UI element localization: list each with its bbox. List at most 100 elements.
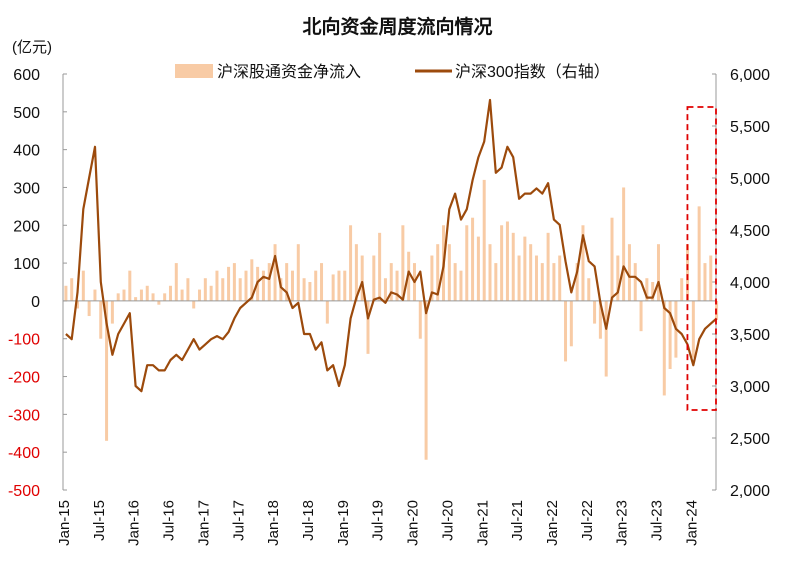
flow-bar	[267, 263, 271, 301]
flow-bar	[540, 263, 544, 301]
legend-bar-swatch	[175, 64, 213, 78]
right-tick-label: 4,500	[730, 223, 770, 240]
flow-bar	[325, 300, 329, 324]
flow-bar	[354, 244, 358, 301]
csi300-line	[65, 98, 718, 393]
flow-bar	[76, 300, 80, 309]
left-tick-label: -300	[8, 407, 40, 424]
flow-bar	[203, 278, 207, 301]
flow-bar	[99, 300, 103, 339]
flow-bar	[639, 300, 643, 332]
flow-bar	[285, 263, 289, 301]
flow-bar	[401, 225, 405, 301]
flow-bar	[651, 282, 655, 301]
flow-bar	[157, 300, 161, 305]
flow-bar	[105, 300, 109, 441]
x-tick-label: Jul-23	[649, 500, 666, 541]
flow-bar	[110, 300, 114, 324]
flow-bar	[349, 225, 353, 301]
flow-bar	[552, 263, 556, 301]
x-tick-label: Jul-22	[579, 500, 596, 541]
flow-bar	[139, 289, 143, 301]
flow-bar	[198, 289, 202, 301]
flow-bar	[122, 289, 126, 301]
left-tick-label: 0	[31, 294, 40, 311]
flow-bar	[186, 278, 190, 301]
x-tick-label: Jan-16	[126, 500, 143, 546]
flow-bar	[430, 255, 434, 301]
legend-line-label: 沪深300指数（右轴）	[455, 63, 610, 81]
flow-bar	[337, 270, 341, 301]
flow-bar	[308, 282, 312, 301]
flow-bar	[238, 278, 242, 301]
flow-bar	[221, 278, 225, 301]
left-tick-label: -100	[8, 332, 40, 349]
right-tick-label: 5,000	[730, 171, 770, 188]
flow-bar	[645, 278, 649, 301]
flow-bar	[511, 232, 515, 301]
left-tick-label: 600	[13, 67, 40, 84]
flow-bar	[296, 244, 300, 301]
x-tick-label: Jan-24	[683, 500, 700, 546]
x-tick-label: Jan-23	[614, 500, 631, 546]
x-tick-label: Jan-20	[405, 500, 422, 546]
flow-bar	[581, 225, 585, 301]
flow-bar	[314, 270, 318, 301]
left-tick-label: 500	[13, 105, 40, 122]
flow-bar	[151, 293, 155, 301]
flow-bar	[476, 236, 480, 301]
flow-bar	[320, 263, 324, 301]
flow-bar	[471, 217, 475, 301]
flow-bar	[93, 289, 97, 301]
left-axis-unit: (亿元)	[12, 39, 52, 56]
left-tick-label: 300	[13, 180, 40, 197]
highlight-box	[686, 106, 717, 411]
flow-bar	[564, 300, 568, 362]
right-tick-label: 2,500	[730, 431, 770, 448]
flow-bar	[436, 244, 440, 301]
flow-bar	[627, 244, 631, 301]
x-tick-label: Jul-15	[91, 500, 108, 541]
flow-bar	[662, 300, 666, 396]
flow-bar	[261, 270, 265, 301]
flow-bar	[622, 187, 626, 301]
flow-bar	[279, 278, 283, 301]
flow-bar	[302, 278, 306, 301]
flow-bar	[378, 232, 382, 301]
flow-bar	[331, 274, 335, 301]
chart-title: 北向资金周度流向情况	[302, 17, 493, 38]
flow-bar	[343, 270, 347, 301]
right-tick-label: 3,500	[730, 327, 770, 344]
flow-bar	[587, 278, 591, 301]
flow-bar	[604, 300, 608, 377]
flow-bar	[174, 263, 178, 301]
flow-bar	[424, 300, 428, 460]
flow-bar	[453, 263, 457, 301]
flow-bar	[128, 270, 132, 301]
flow-bar	[383, 278, 387, 301]
left-tick-label: -500	[8, 483, 40, 500]
flow-bar	[447, 244, 451, 301]
flow-bar	[87, 300, 91, 317]
flow-bar	[70, 278, 74, 301]
left-tick-label: 400	[13, 143, 40, 160]
flow-bar	[616, 255, 620, 301]
legend-bar-label: 沪深股通资金净流入	[217, 63, 361, 81]
flow-bar	[180, 289, 184, 301]
flow-bar	[691, 300, 695, 358]
x-tick-label: Jan-19	[335, 500, 352, 546]
flow-bar	[209, 285, 213, 301]
flow-bar	[703, 263, 707, 301]
flow-bar	[697, 206, 701, 301]
flow-bar	[546, 232, 550, 301]
flow-bar	[505, 221, 509, 301]
left-tick-label: -400	[8, 445, 40, 462]
right-tick-label: 3,000	[730, 379, 770, 396]
flow-bar	[680, 278, 684, 301]
flow-bar	[558, 255, 562, 301]
x-tick-label: Jan-18	[265, 500, 282, 546]
flow-bar	[215, 270, 219, 301]
flow-bar	[517, 255, 521, 301]
